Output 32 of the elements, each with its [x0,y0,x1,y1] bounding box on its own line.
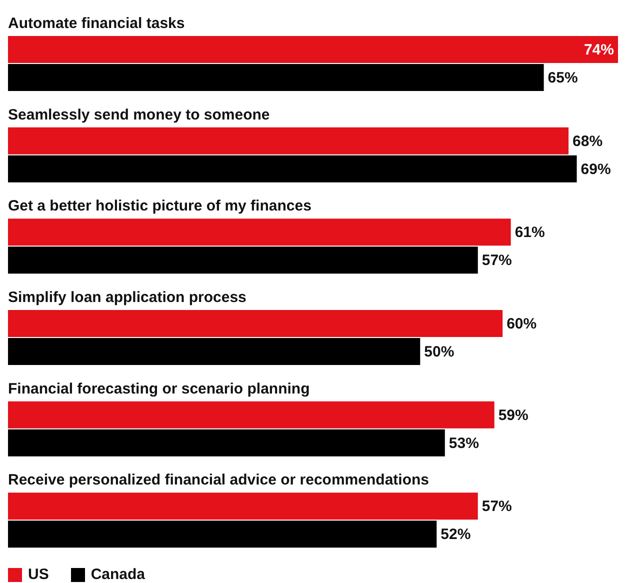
y-tick-label: Simplify loan application process [8,289,246,306]
bar [8,310,503,337]
bar [8,218,511,246]
bar [8,127,569,154]
y-tick-label: Financial forecasting or scenario planning [8,380,310,398]
legend-label: Canada [90,566,146,583]
data-label: 60% [506,316,537,332]
bar [8,492,478,520]
data-label: 50% [424,344,454,360]
y-tick-label: Seamlessly send money to someone [8,106,270,124]
data-label: 68% [572,132,603,150]
bar [8,36,618,63]
data-label: 61% [514,224,545,242]
data-label: 69% [580,160,611,178]
data-label: 57% [482,498,512,516]
data-label: 57% [482,252,512,270]
legend-label: US [27,566,49,583]
data-label: 74% [584,42,614,58]
data-label: 65% [548,70,578,86]
bar [8,401,494,428]
bar [8,64,544,91]
bar [8,246,478,274]
data-label: 53% [448,434,479,452]
bar [8,338,420,365]
bar [8,155,577,182]
y-tick-label: Receive personalized financial advice or recommendations [8,472,429,489]
data-label: 52% [440,526,471,544]
bar [8,520,437,548]
data-label: 59% [498,406,528,424]
y-tick-label: Automate financial tasks [8,15,185,32]
bar [8,429,445,456]
y-tick-label: Get a better holistic picture of my finances [8,198,312,215]
